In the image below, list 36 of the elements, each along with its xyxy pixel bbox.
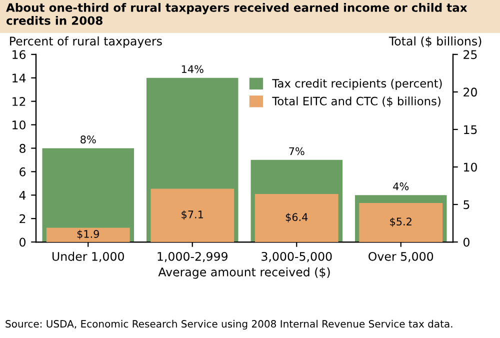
y-tick-label: 0 — [20, 238, 26, 247]
data-label: 14% — [182, 65, 204, 74]
y2-tick-label: 15 — [464, 125, 477, 134]
data-label: 8% — [80, 136, 96, 144]
y-tick-label: 14 — [12, 74, 26, 82]
y-tick-label: 2 — [20, 214, 26, 224]
y2-axis-title: Total ($ billions) — [388, 36, 482, 48]
data-label: $7.1 — [182, 210, 204, 220]
data-label: $5.2 — [390, 217, 412, 227]
bar — [150, 188, 234, 242]
source-note: Source: USDA, Economic Research Service using 2008 Internal Revenue Service tax data. — [6, 320, 452, 330]
y-tick-label: 4 — [19, 190, 26, 200]
x-tick-label: 3,000-5,000 — [262, 252, 332, 262]
legend-label: Total EITC and CTC ($ billions) — [272, 96, 440, 107]
x-tick-label: 1,000-2,999 — [158, 252, 228, 262]
x-tick-label: Over 5,000 — [368, 252, 434, 262]
chart-title: About one-third of rural taxpayers received earned income or child tax credits in 2008 — [6, 3, 468, 25]
bar — [46, 228, 130, 242]
y2-tick-label: 5 — [464, 200, 470, 210]
y-tick-label: 8 — [20, 144, 26, 153]
y2-tick-label: 10 — [464, 162, 477, 172]
data-label: 7% — [289, 147, 304, 156]
y-tick-label: 10 — [12, 120, 26, 130]
y-tick-label: 12 — [12, 97, 26, 106]
y2-tick-label: 25 — [464, 50, 477, 60]
legend-label: Tax credit recipients (percent) — [272, 78, 442, 90]
y-axis-title: Percent of rural taxpayers — [10, 36, 162, 48]
y2-tick-label: 20 — [464, 88, 477, 97]
data-label: 4% — [393, 182, 409, 190]
x-axis-title: Average amount received ($) — [158, 267, 330, 279]
y2-tick-label: 0 — [464, 238, 470, 247]
y-tick-label: 16 — [12, 50, 26, 60]
data-label: $1.9 — [77, 230, 99, 240]
data-label: $6.4 — [286, 212, 308, 222]
x-tick-label: Under 1,000 — [52, 252, 124, 262]
y-tick-label: 6 — [20, 167, 26, 176]
